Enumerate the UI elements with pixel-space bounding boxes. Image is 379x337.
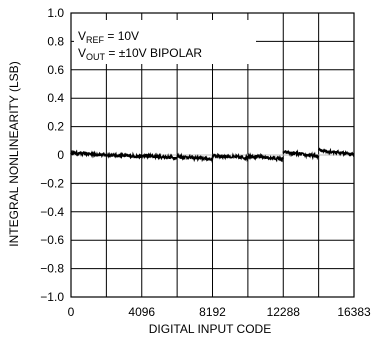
series-0-segment-6 (282, 149, 320, 161)
series-0-segment-4 (211, 152, 249, 163)
x-tick-label-3: 12288 (267, 305, 301, 319)
x-tick-labels: 0 4096 8192 12288 16383 (68, 305, 371, 319)
y-tick-label-9: 0.8 (47, 34, 64, 48)
y-tick-label-6: 0.2 (47, 120, 64, 134)
series-0-segment-1 (105, 151, 143, 160)
y-tick-label-5: 0 (57, 148, 64, 162)
y-tick-label-1: −0.8 (40, 262, 64, 276)
x-tick-label-1: 4096 (128, 305, 155, 319)
x-tick-label-4: 16383 (337, 305, 371, 319)
annotation-vout: VOUT = ±10V BIPOLAR (78, 46, 202, 62)
y-tick-label-8: 0.6 (47, 63, 64, 77)
series-0-segment-5 (247, 152, 284, 163)
series-0-segment-3 (176, 152, 214, 164)
y-axis-title: INTEGRAL NONLINEARITY (LSB) (7, 61, 21, 246)
y-tick-labels: −1.0 −0.8 −0.6 −0.4 −0.2 0 0.2 0.4 0.6 0.8 1.0 (40, 6, 64, 304)
y-tick-label-0: −1.0 (40, 290, 64, 304)
y-tick-label-3: −0.4 (40, 205, 64, 219)
y-tick-label-2: −0.6 (40, 233, 64, 247)
y-tick-label-7: 0.4 (47, 91, 64, 105)
annotation-background (74, 20, 256, 64)
plot-frame (70, 12, 355, 298)
x-tick-label-2: 8192 (199, 305, 226, 319)
annotation-vref: VREF = 10V (78, 29, 139, 45)
series-0-segment-2 (141, 152, 178, 161)
trace-layer (70, 147, 355, 164)
series-0-segment-0 (70, 149, 108, 159)
x-tick-label-0: 0 (68, 305, 75, 319)
x-axis-title: DIGITAL INPUT CODE (149, 322, 271, 336)
y-tick-label-10: 1.0 (47, 6, 64, 20)
series-0-segment-7 (317, 147, 355, 157)
y-tick-label-4: −0.2 (40, 176, 64, 190)
